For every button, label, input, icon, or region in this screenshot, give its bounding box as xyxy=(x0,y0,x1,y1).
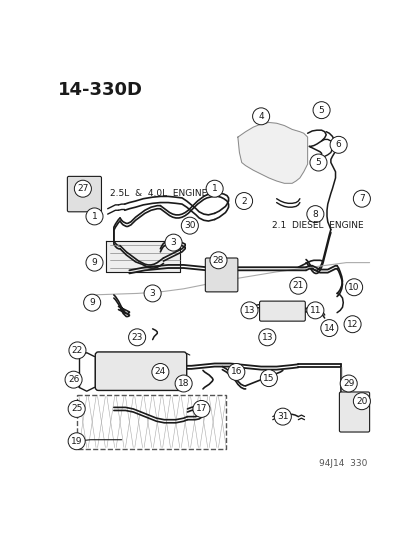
Polygon shape xyxy=(106,241,180,272)
Text: 11: 11 xyxy=(310,306,321,315)
Circle shape xyxy=(344,316,361,333)
Circle shape xyxy=(210,252,227,269)
Circle shape xyxy=(152,364,169,381)
Text: 1: 1 xyxy=(92,212,98,221)
Text: 23: 23 xyxy=(132,333,143,342)
Text: 8: 8 xyxy=(312,209,318,219)
Text: 16: 16 xyxy=(231,367,242,376)
Text: 9: 9 xyxy=(89,298,95,307)
Circle shape xyxy=(69,342,86,359)
FancyBboxPatch shape xyxy=(339,392,370,432)
Circle shape xyxy=(165,234,182,251)
Text: 27: 27 xyxy=(77,184,88,193)
Text: 20: 20 xyxy=(356,397,368,406)
Text: 2.1  DIESEL  ENGINE: 2.1 DIESEL ENGINE xyxy=(272,221,364,230)
Circle shape xyxy=(310,154,327,171)
Text: 24: 24 xyxy=(155,367,166,376)
Circle shape xyxy=(68,433,85,450)
Circle shape xyxy=(206,180,223,197)
Circle shape xyxy=(86,208,103,225)
Text: 30: 30 xyxy=(184,221,195,230)
Text: 2.5L  &  4.0L  ENGINE: 2.5L & 4.0L ENGINE xyxy=(110,189,208,198)
FancyBboxPatch shape xyxy=(95,352,187,391)
Text: 13: 13 xyxy=(244,306,255,315)
Text: 94J14  330: 94J14 330 xyxy=(319,459,367,468)
Circle shape xyxy=(65,371,82,388)
Circle shape xyxy=(241,302,258,319)
Circle shape xyxy=(274,408,291,425)
Circle shape xyxy=(253,108,270,125)
Text: 13: 13 xyxy=(261,333,273,342)
Circle shape xyxy=(321,320,338,336)
Circle shape xyxy=(307,206,324,223)
Text: 9: 9 xyxy=(92,258,98,267)
Polygon shape xyxy=(238,123,308,183)
Circle shape xyxy=(260,370,277,386)
Text: 5: 5 xyxy=(315,158,321,167)
FancyBboxPatch shape xyxy=(67,176,102,212)
Text: 5: 5 xyxy=(319,106,325,115)
Text: 18: 18 xyxy=(178,379,189,388)
Circle shape xyxy=(346,279,363,296)
Circle shape xyxy=(259,329,276,346)
Circle shape xyxy=(144,285,161,302)
Text: 17: 17 xyxy=(196,405,207,414)
Circle shape xyxy=(236,192,253,209)
Circle shape xyxy=(68,400,85,417)
Text: 7: 7 xyxy=(359,194,365,203)
Circle shape xyxy=(290,277,307,294)
Circle shape xyxy=(340,375,357,392)
Text: 31: 31 xyxy=(277,412,288,421)
Text: 29: 29 xyxy=(343,379,354,388)
Text: 12: 12 xyxy=(347,320,358,329)
Text: 25: 25 xyxy=(71,405,82,414)
Circle shape xyxy=(129,329,146,346)
FancyBboxPatch shape xyxy=(205,258,238,292)
Circle shape xyxy=(307,302,324,319)
Circle shape xyxy=(175,375,192,392)
Text: 10: 10 xyxy=(348,283,360,292)
Text: 21: 21 xyxy=(293,281,304,290)
Circle shape xyxy=(84,294,101,311)
Text: 14-330D: 14-330D xyxy=(58,81,143,99)
Circle shape xyxy=(86,254,103,271)
Text: 1: 1 xyxy=(212,184,217,193)
Text: 28: 28 xyxy=(213,256,224,265)
Text: 2: 2 xyxy=(241,197,247,206)
Text: 4: 4 xyxy=(258,112,264,121)
Circle shape xyxy=(228,364,245,381)
Circle shape xyxy=(353,190,371,207)
Text: 26: 26 xyxy=(68,375,79,384)
Circle shape xyxy=(181,217,198,234)
Circle shape xyxy=(330,136,347,154)
Text: 6: 6 xyxy=(336,140,342,149)
Text: 15: 15 xyxy=(263,374,275,383)
Text: 22: 22 xyxy=(72,346,83,355)
Text: 3: 3 xyxy=(171,238,176,247)
Text: 19: 19 xyxy=(71,437,83,446)
Text: 14: 14 xyxy=(324,324,335,333)
Text: 3: 3 xyxy=(150,289,156,298)
Circle shape xyxy=(193,400,210,417)
Circle shape xyxy=(353,393,371,410)
Circle shape xyxy=(313,102,330,119)
Circle shape xyxy=(74,180,91,197)
FancyBboxPatch shape xyxy=(259,301,305,321)
